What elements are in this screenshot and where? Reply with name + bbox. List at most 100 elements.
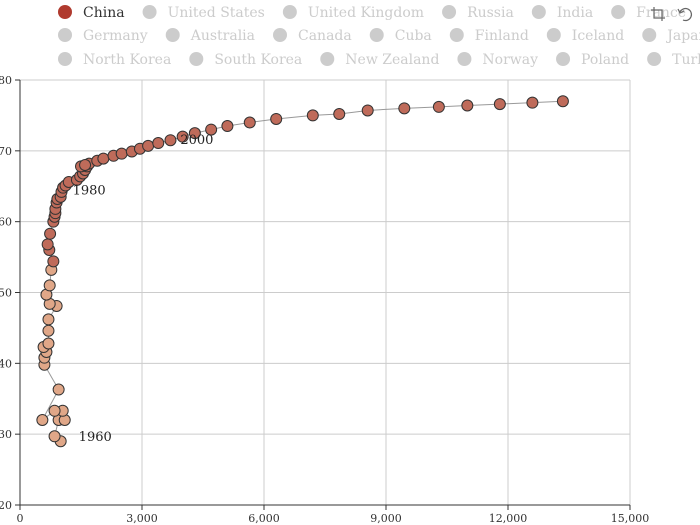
legend-marker <box>647 52 662 66</box>
legend-label: North Korea <box>83 52 171 68</box>
legend-label: France <box>636 5 686 21</box>
data-point[interactable] <box>243 116 256 129</box>
path-segment <box>367 108 405 110</box>
legend-item[interactable]: Cuba <box>369 28 432 44</box>
x-tick-label: 9,000 <box>370 512 402 525</box>
legend-marker <box>58 28 72 42</box>
legend-item[interactable]: India <box>531 5 593 21</box>
data-point[interactable] <box>48 430 61 443</box>
data-point[interactable] <box>556 95 569 108</box>
data-point[interactable] <box>48 404 61 417</box>
data-point[interactable] <box>47 255 60 268</box>
legend-label: New Zealand <box>345 52 439 68</box>
data-point[interactable] <box>398 102 411 115</box>
data-point[interactable] <box>42 313 55 326</box>
legend-marker <box>442 5 457 19</box>
data-point[interactable] <box>432 100 445 113</box>
legend-marker <box>531 5 546 19</box>
data-point[interactable] <box>115 147 128 160</box>
year-annotation: 1980 <box>73 184 106 199</box>
data-point[interactable] <box>142 139 155 152</box>
legend-marker <box>58 52 72 66</box>
legend-item[interactable]: New Zealand <box>320 52 439 68</box>
y-tick-label: 50 <box>0 287 12 300</box>
restore-icon[interactable] <box>677 6 693 22</box>
legend-marker <box>611 5 626 19</box>
annotations: 1960 1980 2000 <box>73 133 214 445</box>
legend-marker <box>273 28 287 42</box>
data-point[interactable] <box>152 137 165 150</box>
data-point[interactable] <box>176 130 189 143</box>
legend-item[interactable]: North Korea <box>58 52 171 68</box>
data-point[interactable] <box>221 120 234 133</box>
chart-legend: China United States United Kingdom Russia In… <box>58 5 700 68</box>
data-point[interactable] <box>43 279 56 292</box>
y-tick-label: 40 <box>0 357 12 370</box>
legend-item[interactable]: South Korea <box>189 52 302 68</box>
legend-marker <box>189 52 204 66</box>
legend-item[interactable]: Russia <box>442 5 514 21</box>
legend-label: India <box>557 5 593 21</box>
legend-label: Finland <box>475 28 529 44</box>
data-point[interactable] <box>36 414 49 426</box>
y-tick-label: 60 <box>0 216 12 229</box>
data-point[interactable] <box>361 104 374 117</box>
year-annotation: 1960 <box>79 430 112 445</box>
y-tick-label: 70 <box>0 145 12 158</box>
data-point[interactable] <box>44 227 57 240</box>
data-point[interactable] <box>79 159 92 171</box>
data-points <box>36 95 569 448</box>
data-point[interactable] <box>526 96 539 109</box>
legend-item[interactable]: Iceland <box>546 28 624 44</box>
data-point[interactable] <box>461 99 474 112</box>
chart-grid <box>20 79 631 505</box>
x-tick-label: 0 <box>17 512 24 525</box>
data-point[interactable] <box>42 324 55 337</box>
legend-item[interactable]: Turkey <box>647 52 700 68</box>
legend-marker <box>369 28 384 42</box>
legend-item[interactable]: Norway <box>457 52 538 68</box>
legend-item[interactable]: Poland <box>556 52 629 68</box>
x-tick-label: 12,000 <box>489 512 528 525</box>
legend-label: Germany <box>83 28 148 44</box>
legend-label: Russia <box>467 5 514 21</box>
y-tick-label: 20 <box>0 499 12 512</box>
legend-item[interactable]: France <box>611 5 686 21</box>
data-point[interactable] <box>270 112 283 125</box>
legend-label: Australia <box>190 28 255 44</box>
legend-item[interactable]: United Kingdom <box>282 5 424 21</box>
path-segment <box>276 115 313 120</box>
data-point[interactable] <box>97 152 110 165</box>
y-tick-label: 80 <box>0 74 12 87</box>
legend-marker <box>165 28 180 42</box>
data-point[interactable] <box>41 238 54 251</box>
x-tick-label: 3,000 <box>126 512 158 525</box>
data-point[interactable] <box>52 383 65 396</box>
legend-marker <box>142 5 157 19</box>
legend-marker <box>546 28 561 42</box>
x-tick-label: 15,000 <box>611 512 650 525</box>
legend-label: United Kingdom <box>308 5 424 21</box>
data-point[interactable] <box>42 337 55 350</box>
legend-item[interactable]: United States <box>142 5 265 21</box>
data-point[interactable] <box>188 127 201 140</box>
legend-item[interactable]: Australia <box>165 28 255 44</box>
legend-item[interactable]: Finland <box>449 28 529 44</box>
data-point[interactable] <box>306 109 319 122</box>
year-annotation: 2000 <box>180 133 213 148</box>
data-point[interactable] <box>205 123 218 136</box>
data-point[interactable] <box>493 98 506 111</box>
legend-marker <box>642 28 657 42</box>
legend-item[interactable]: Japan <box>642 28 700 44</box>
chart-axes: 0 3,000 6,000 9,000 12,000 15,000 20 30 40 50 60 70… <box>0 74 649 525</box>
crop-icon[interactable] <box>650 6 666 22</box>
legend-marker <box>320 52 335 66</box>
legend-item[interactable]: Canada <box>273 28 352 44</box>
legend-item[interactable]: Germany <box>58 28 148 44</box>
data-point[interactable] <box>333 108 346 120</box>
legend-marker <box>556 52 571 66</box>
legend-item[interactable]: China <box>58 5 125 21</box>
legend-label: Canada <box>298 28 352 44</box>
legend-label: China <box>83 5 125 21</box>
data-point[interactable] <box>164 134 177 147</box>
